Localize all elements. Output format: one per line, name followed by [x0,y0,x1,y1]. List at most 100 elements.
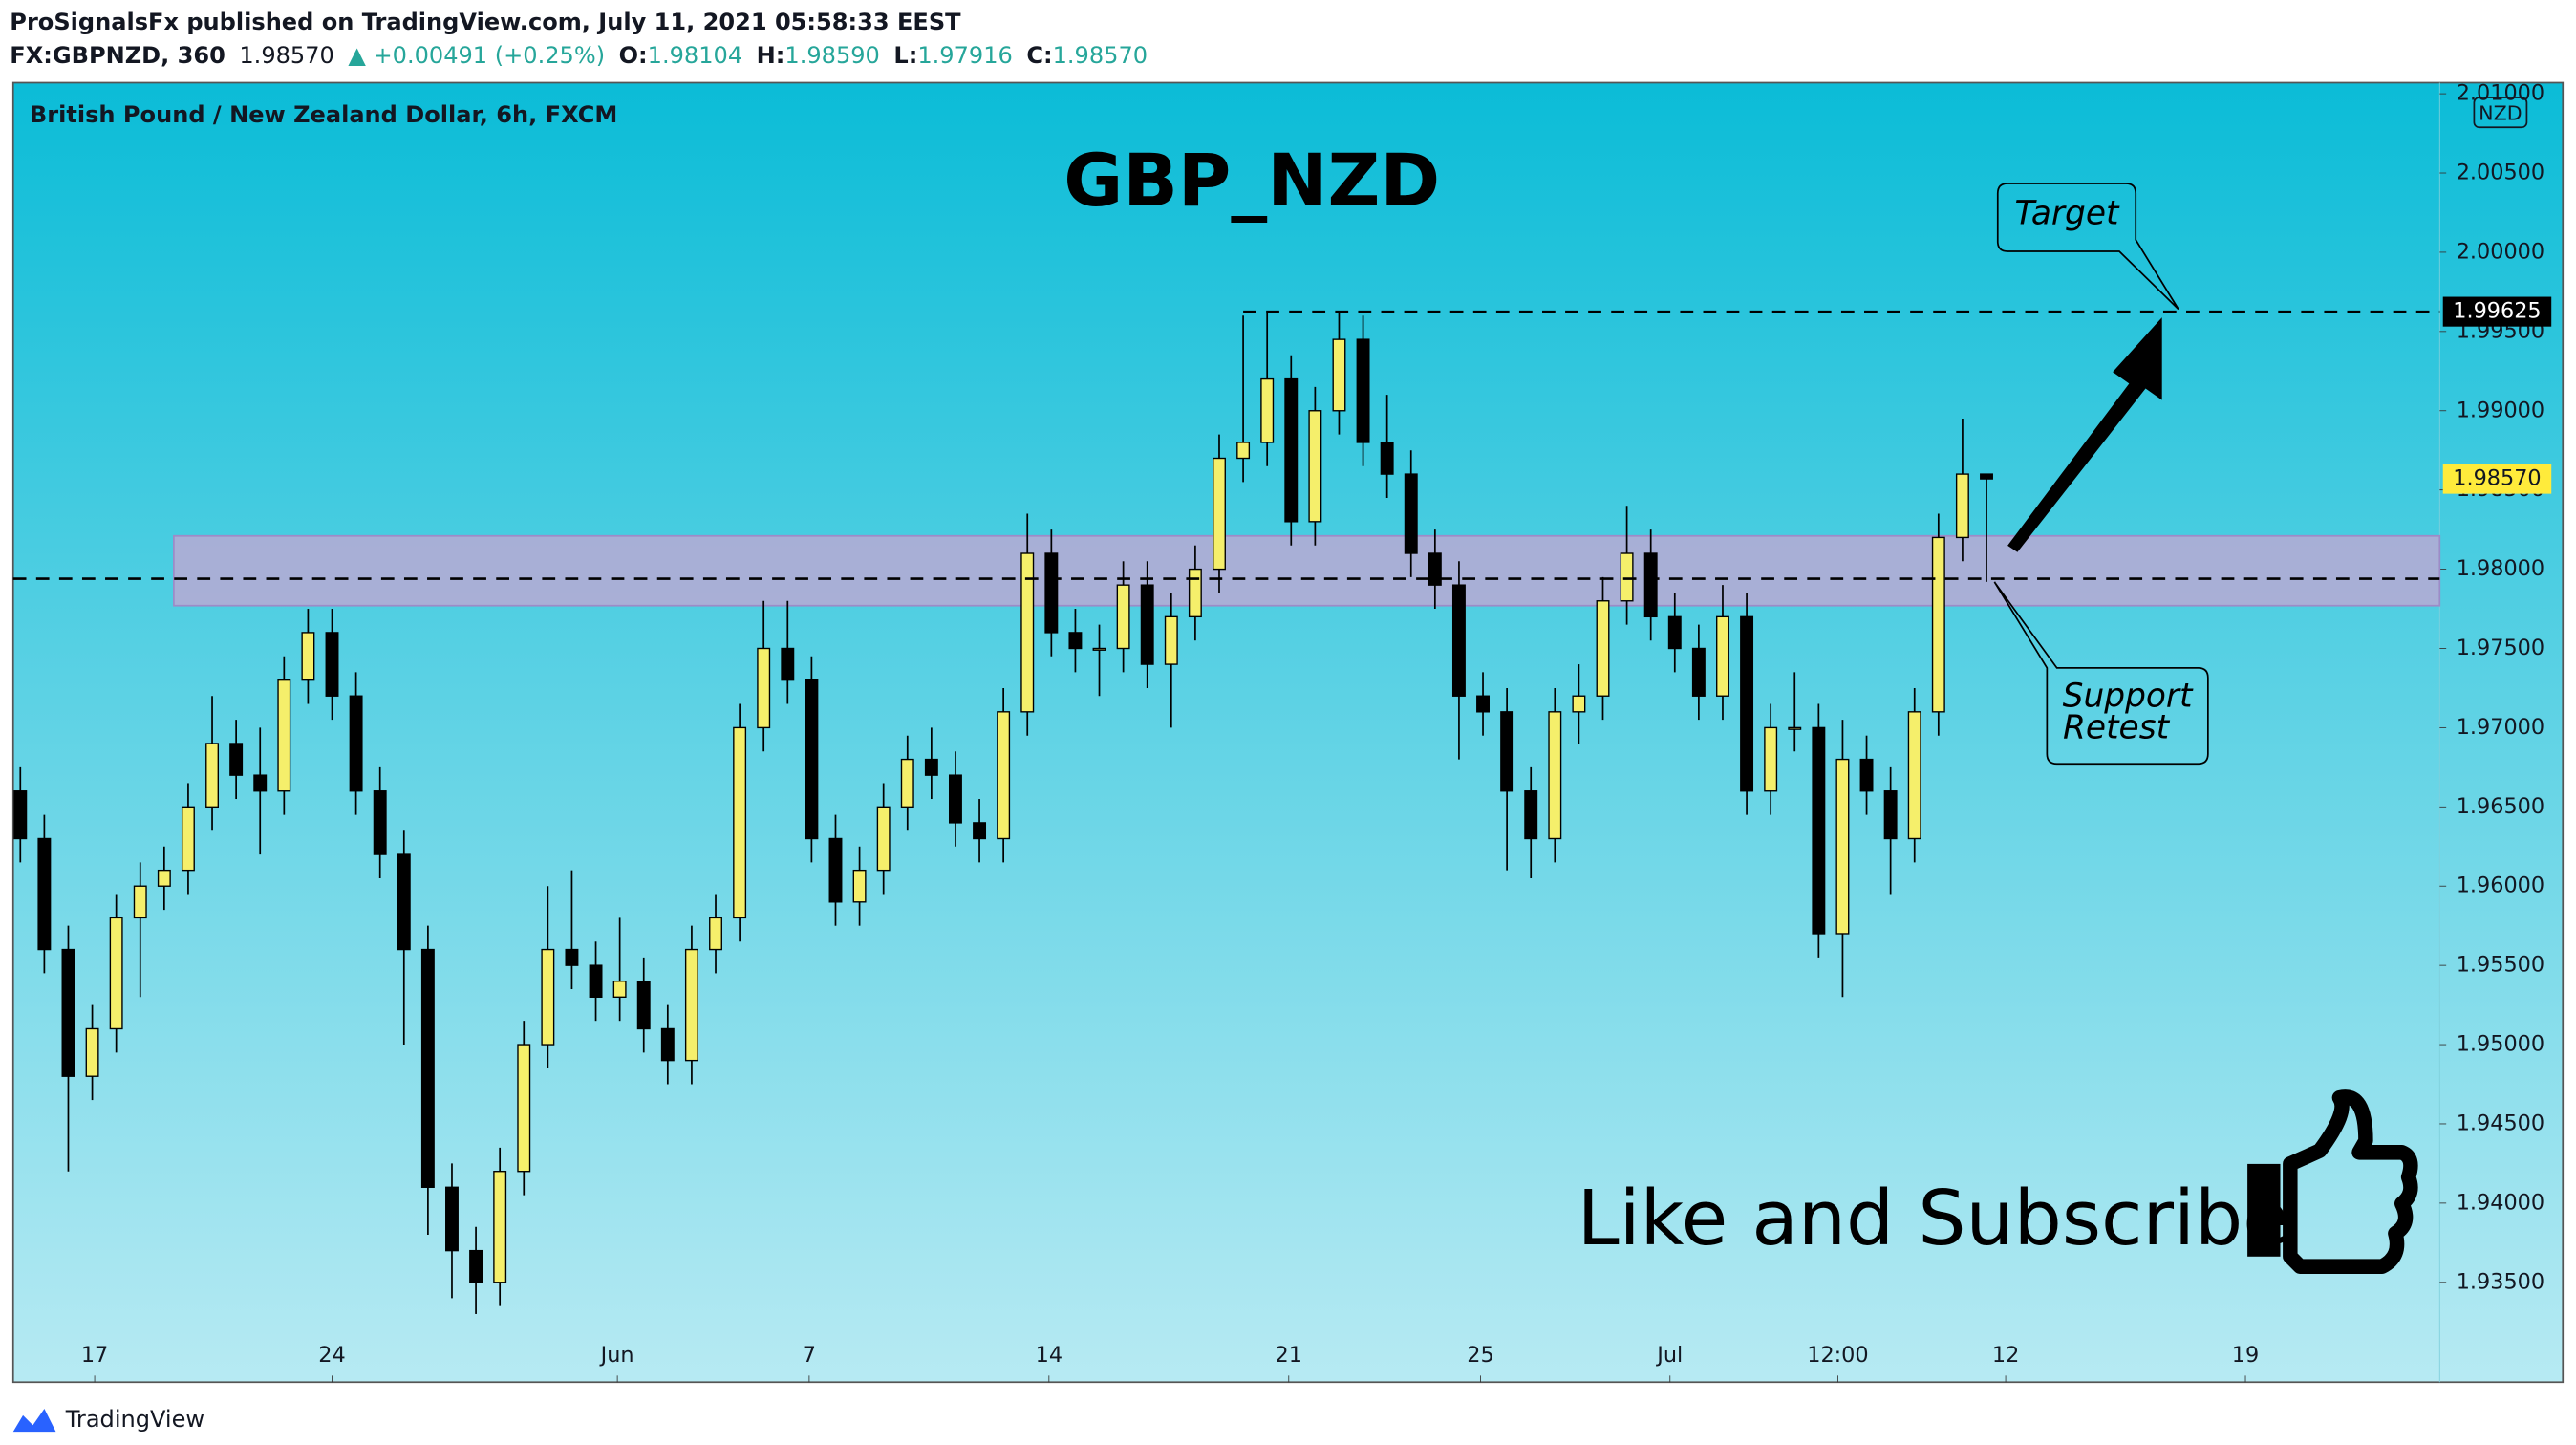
candle-body [1380,442,1394,475]
logo [12,1408,56,1433]
candle-body [13,790,28,840]
x-tick-label: 25 [1467,1343,1493,1368]
candle-body [1716,615,1729,697]
brand: TradingView [65,1406,204,1433]
candle-body [1931,536,1945,713]
candle-body [1164,615,1178,665]
y-tick-label: 1.96000 [2457,873,2544,898]
y-tick-label: 1.94500 [2457,1111,2544,1135]
candle-body [1548,711,1562,840]
candle-body [660,1027,675,1062]
target-callout [1996,183,2179,311]
subtitle: British Pound / New Zealand Dollar, 6h, … [30,101,617,128]
support-label: Support [2063,677,2194,715]
x-tick-label: 17 [81,1343,108,1368]
o-value: 1.98104 [648,42,742,69]
candle-body [1284,377,1299,523]
candle-body [1788,726,1802,730]
y-tick-label: 1.99000 [2457,398,2544,422]
candle-body [1020,552,1035,713]
candle-body [181,806,195,872]
candle-body [948,774,962,824]
y-tick-label: 1.95500 [2457,953,2544,978]
candle-body [1213,457,1226,571]
last-price-label: 1.98570 [2453,466,2541,491]
plot-area [11,81,2565,1384]
candle-body [684,948,698,1062]
candle-body [1500,711,1514,792]
candle-body [1308,410,1322,523]
candle-body [1643,552,1658,618]
candle-body [85,1027,99,1077]
chart-title: GBP_NZD [1063,139,1440,223]
candle-body [325,632,339,697]
candle-body [1883,790,1898,840]
candle-body [924,758,938,776]
header: ProSignalsFx published on TradingView.co… [10,9,1148,69]
candle-body [397,853,411,951]
candle-body [565,948,579,966]
target-label: Target [2014,194,2120,232]
candle-body [1451,584,1466,697]
price: 1.98570 [239,42,333,69]
support-callout [1993,581,2209,766]
candle-body [636,981,651,1030]
candle-body [109,917,123,1030]
candle-body [1476,695,1490,713]
candle-body [709,917,722,951]
x-tick-label: 24 [318,1343,345,1368]
x-tick-label: 7 [803,1343,816,1368]
candle-body [1092,647,1106,651]
x-tick-label: Jun [599,1343,634,1368]
candle-body [1140,584,1154,665]
candle-body [1524,790,1538,840]
y-tick-label: 2.00500 [2457,160,2544,184]
y-tick-label: 1.94000 [2457,1190,2544,1215]
x-tick-label: 12:00 [1807,1343,1868,1368]
c-label: C: [1026,42,1052,69]
candle-body [349,695,363,792]
candle-body [1740,615,1754,792]
candle-body [493,1171,507,1283]
candle-body [1428,552,1442,586]
y-tick-label: 1.97500 [2457,636,2544,660]
candle-body [1980,473,1993,480]
o-label: O: [619,42,648,69]
author: ProSignalsFx published on TradingView.co… [10,9,961,35]
change: ▲ +0.00491 (+0.25%) [348,42,605,69]
currency: NZD [2479,101,2522,124]
candle-body [37,837,52,951]
resistance-label: 1.99625 [2453,299,2541,324]
y-tick-label: 2.00000 [2457,239,2544,264]
candle-body [1812,726,1826,935]
candle-body [1955,473,1969,539]
l-label: L: [893,42,917,69]
candle-body [277,679,291,792]
candle-body [1236,442,1251,460]
candle-body [589,964,603,998]
y-tick-label: 2.01000 [2457,81,2544,106]
candle-body [1404,473,1418,554]
h-label: H: [757,42,785,69]
candle-body [1667,615,1682,650]
y-tick-label: 1.95000 [2457,1032,2544,1057]
candle-body [1907,711,1921,840]
candle-body [205,743,219,809]
candle-body [1859,758,1874,792]
currency-box [2473,97,2528,129]
candle-body [1620,552,1634,602]
candle-body [420,948,435,1188]
x-tick-label: 21 [1276,1343,1302,1368]
y-tick-label: 1.93500 [2457,1269,2544,1294]
candle-body [757,647,771,729]
footer: TradingView [12,1406,204,1433]
candle-body [876,806,891,872]
candle-body [997,711,1011,840]
c-value: 1.98570 [1053,42,1148,69]
candle-body [1188,568,1202,618]
y-tick-label: 1.98000 [2457,556,2544,581]
candle-body [852,869,867,903]
candle-body [1691,647,1706,697]
